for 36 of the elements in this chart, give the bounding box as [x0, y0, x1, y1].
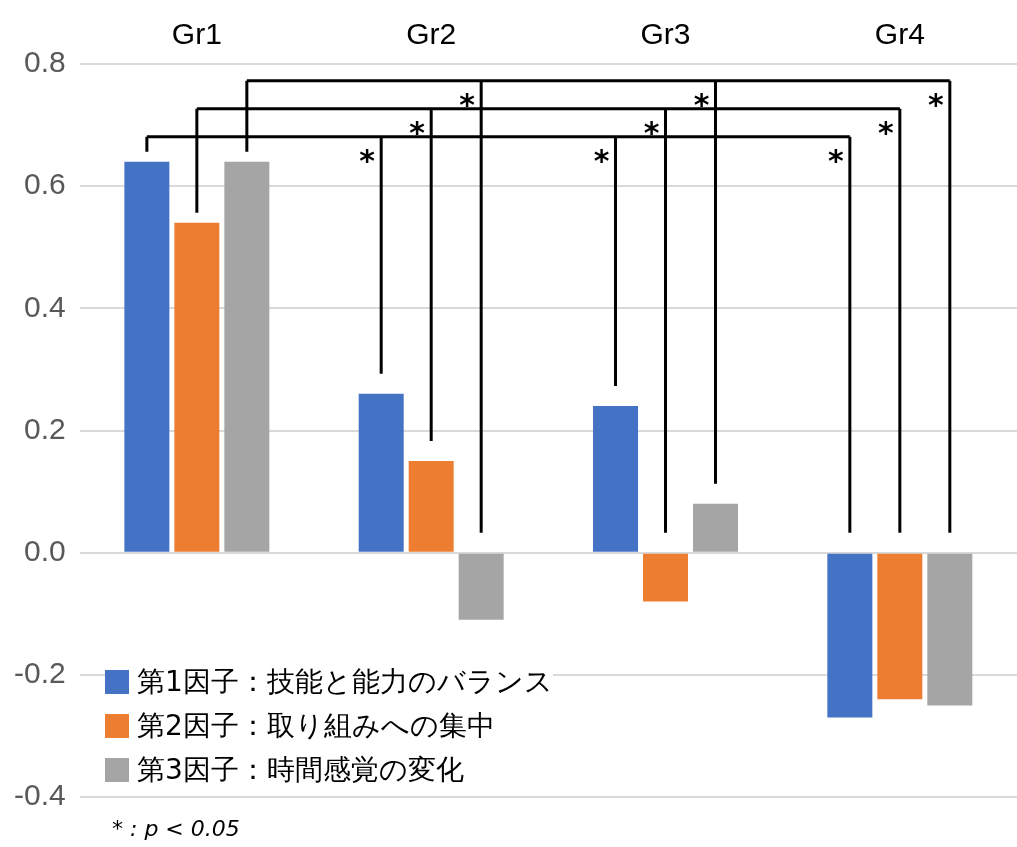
bar	[877, 553, 923, 700]
y-tick-label: 0.2	[23, 411, 66, 445]
bar	[408, 461, 454, 552]
bar	[827, 553, 873, 718]
annotation: *	[643, 114, 660, 150]
text: * : p < 0.05	[112, 816, 240, 841]
x-tick-label: Gr3	[640, 17, 691, 51]
bar	[927, 553, 973, 706]
annotation: *	[693, 86, 710, 122]
bar	[358, 393, 404, 552]
bar	[643, 553, 689, 602]
legend-label: 第2因子：取り組みへの集中	[137, 708, 495, 744]
bar	[174, 222, 220, 552]
bar	[693, 503, 738, 552]
annotation: *	[593, 142, 610, 178]
annotation: *	[877, 114, 894, 150]
bar	[124, 161, 170, 552]
y-tick-label: 0.4	[23, 289, 66, 323]
legend-label: 第1因子：技能と能力のバランス	[137, 664, 553, 700]
annotation: *	[359, 142, 376, 178]
y-tick-label: -0.2	[13, 656, 66, 690]
annotation: *	[927, 86, 944, 122]
annotation: *	[409, 114, 426, 150]
x-tick-label: Gr1	[171, 17, 222, 51]
y-tick-label: 0.8	[23, 45, 66, 79]
bar	[458, 553, 504, 620]
x-tick-label: Gr2	[406, 17, 457, 51]
bar	[224, 161, 270, 552]
annotation: *	[828, 142, 844, 178]
y-tick-label: 0.0	[23, 533, 66, 567]
x-tick-label: Gr4	[874, 17, 925, 51]
y-tick-label: -0.4	[13, 778, 66, 812]
legend-label: 第3因子：時間感覚の変化	[137, 752, 464, 788]
annotation: *	[459, 86, 476, 122]
y-tick-label: 0.6	[23, 167, 66, 201]
bar	[593, 406, 639, 552]
